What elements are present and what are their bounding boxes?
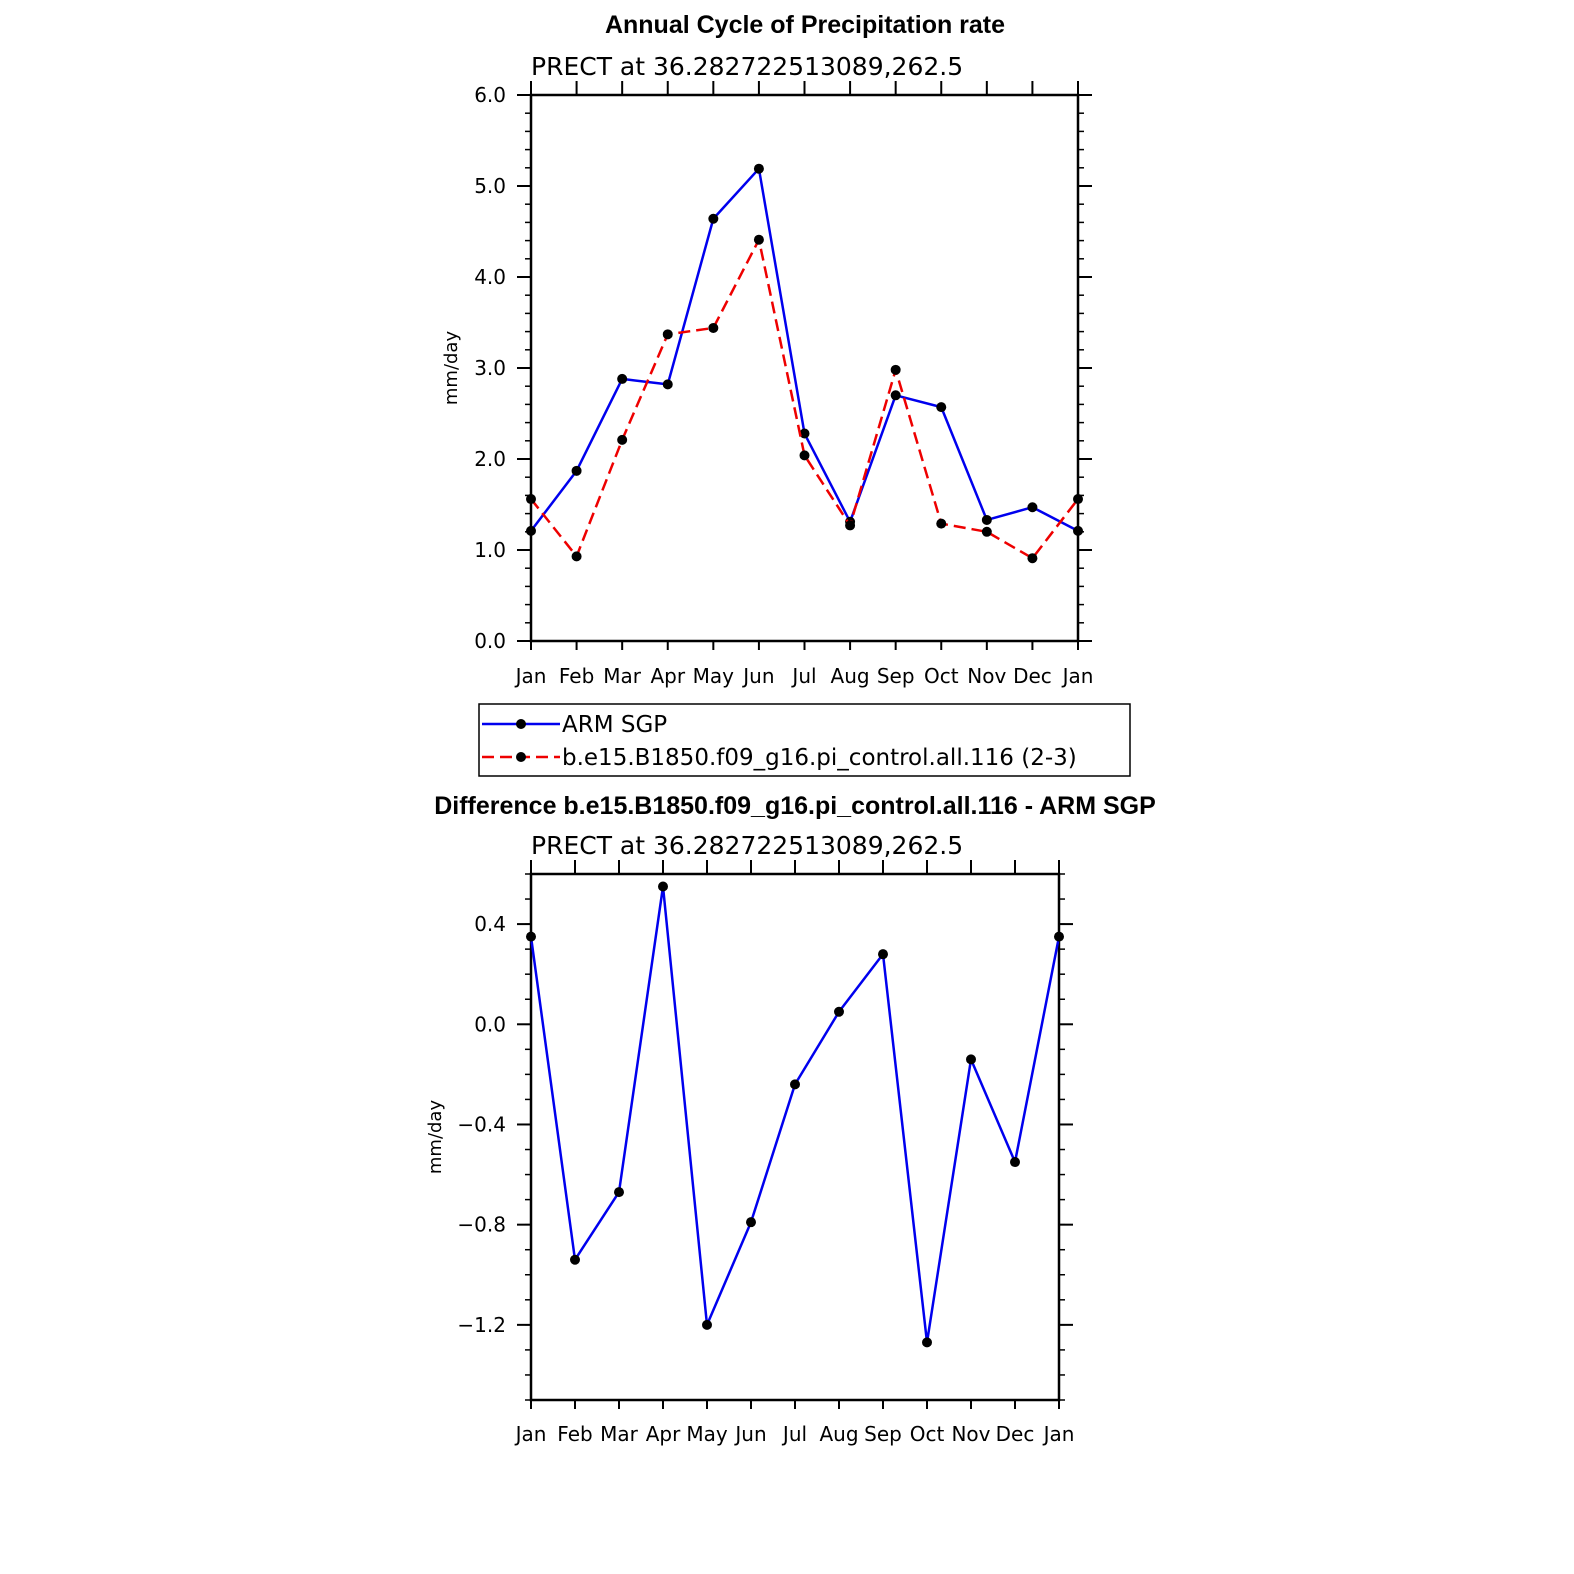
data-point	[799, 450, 810, 461]
chart-subtitle: PRECT at 36.282722513089,262.5	[531, 831, 963, 860]
x-tick-label: Apr	[646, 1422, 681, 1446]
y-tick-label: −1.2	[457, 1313, 506, 1337]
data-point	[526, 931, 536, 942]
data-point	[1027, 502, 1038, 513]
x-tick-label: Aug	[819, 1422, 858, 1446]
plot-2: Difference b.e15.B1850.f09_g16.pi_contro…	[425, 792, 1156, 1446]
data-point	[981, 514, 992, 525]
x-tick-label: Oct	[924, 664, 959, 688]
data-point	[662, 329, 673, 340]
series-line-1	[530, 167, 1079, 532]
data-point	[526, 494, 536, 505]
data-point	[878, 949, 888, 960]
data-point	[617, 373, 628, 384]
data-point	[571, 465, 582, 476]
data-point	[936, 402, 947, 413]
x-tick-label: Jul	[790, 664, 816, 688]
data-point	[981, 526, 992, 537]
data-point	[1027, 553, 1038, 564]
plot-frame	[529, 93, 1080, 643]
data-point	[753, 163, 764, 174]
data-point	[845, 520, 856, 531]
data-point	[834, 1006, 844, 1017]
x-tick-label: Jun	[733, 1422, 766, 1446]
legend-label-1: ARM SGP	[562, 712, 667, 738]
y-tick-label: 0.4	[474, 912, 506, 936]
chart-title: Difference b.e15.B1850.f09_g16.pi_contro…	[434, 792, 1156, 820]
x-tick-label: Jul	[781, 1422, 807, 1446]
data-point	[790, 1079, 800, 1090]
x-tick-label: Sep	[877, 664, 915, 688]
data-point	[1010, 1157, 1020, 1168]
x-tick-label: Sep	[864, 1422, 902, 1446]
y-axis-title: mm/day	[425, 1100, 446, 1175]
x-tick-label: Jan	[514, 1422, 547, 1446]
chart-title: Annual Cycle of Precipitation rate	[605, 11, 1005, 39]
legend-marker	[516, 719, 526, 729]
y-tick-label: 0.0	[474, 629, 506, 653]
series-line-1	[529, 885, 1061, 1344]
data-point	[966, 1054, 976, 1065]
data-point	[890, 390, 901, 401]
x-tick-label: May	[686, 1422, 728, 1446]
y-tick-label: 1.0	[474, 538, 506, 562]
y-tick-label: 4.0	[474, 265, 506, 289]
x-tick-label: May	[693, 664, 735, 688]
x-tick-label: Apr	[650, 664, 685, 688]
x-tick-label: Mar	[603, 664, 642, 688]
data-point	[702, 1319, 712, 1330]
data-point	[617, 434, 628, 445]
x-tick-label: Nov	[967, 664, 1006, 688]
x-tick-label: Dec	[1013, 664, 1052, 688]
chart-subtitle: PRECT at 36.282722513089,262.5	[531, 52, 963, 81]
data-point	[526, 525, 536, 536]
data-point	[1073, 525, 1083, 536]
legend-box	[478, 703, 1131, 777]
data-point	[753, 234, 764, 245]
data-point	[708, 322, 719, 333]
data-point	[936, 518, 947, 529]
x-tick-label: Dec	[996, 1422, 1035, 1446]
x-tick-label: Feb	[557, 1422, 592, 1446]
data-point	[570, 1254, 580, 1265]
legend-marker	[516, 752, 526, 762]
y-axis-title: mm/day	[441, 331, 462, 406]
data-point	[658, 881, 668, 892]
data-point	[662, 379, 673, 390]
y-tick-label: 5.0	[474, 174, 506, 198]
x-tick-label: Jan	[514, 664, 547, 688]
data-point	[890, 364, 901, 375]
y-tick-label: 3.0	[474, 356, 506, 380]
data-point	[1073, 494, 1083, 505]
y-tick-label: −0.8	[457, 1213, 506, 1237]
x-tick-label: Nov	[951, 1422, 990, 1446]
y-tick-label: 0.0	[474, 1012, 506, 1036]
x-tick-label: Jan	[1061, 664, 1094, 688]
x-tick-label: Jun	[741, 664, 774, 688]
data-point	[922, 1337, 932, 1348]
data-point	[799, 428, 810, 439]
x-tick-label: Feb	[559, 664, 594, 688]
data-point	[571, 551, 582, 562]
data-point	[614, 1187, 624, 1198]
legend: ARM SGP b.e15.B1850.f09_g16.pi_control.al…	[478, 703, 1131, 777]
data-point	[1054, 931, 1064, 942]
x-tick-label: Jan	[1042, 1422, 1075, 1446]
data-point	[746, 1217, 756, 1228]
y-tick-label: −0.4	[457, 1112, 506, 1136]
y-tick-label: 2.0	[474, 447, 506, 471]
x-tick-label: Oct	[910, 1422, 945, 1446]
x-tick-label: Mar	[600, 1422, 639, 1446]
data-point	[708, 213, 719, 224]
y-tick-label: 6.0	[474, 83, 506, 107]
x-tick-label: Aug	[831, 664, 870, 688]
legend-label-2: b.e15.B1850.f09_g16.pi_control.all.116 (…	[562, 745, 1077, 771]
plot-frame	[529, 872, 1061, 1402]
plot-1: Annual Cycle of Precipitation rate PRECT …	[441, 11, 1131, 777]
